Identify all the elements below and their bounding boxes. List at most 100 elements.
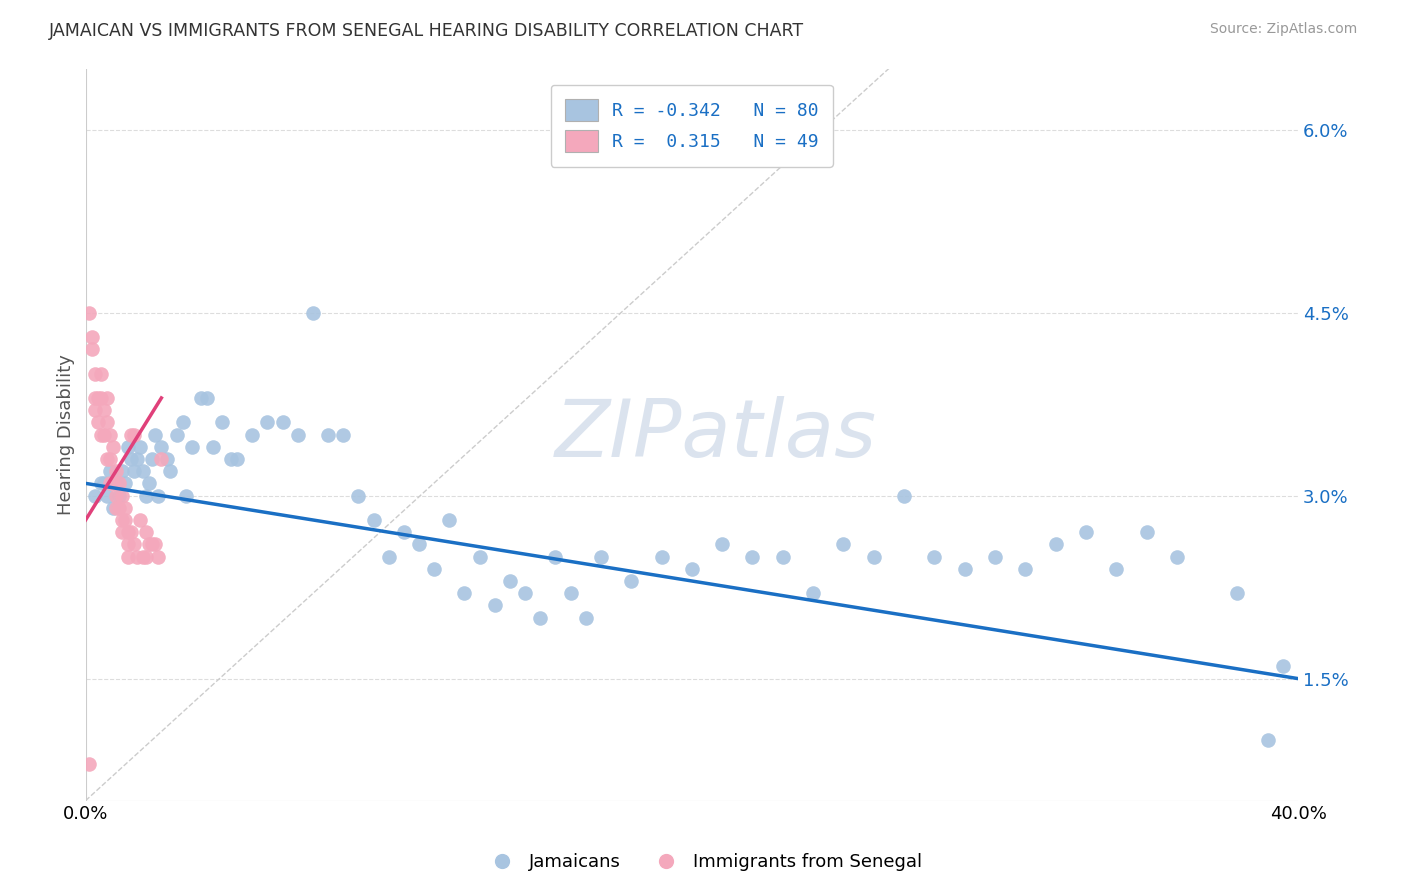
Point	[108, 500, 131, 515]
Point	[711, 537, 734, 551]
Point	[1074, 525, 1097, 540]
Point	[129, 513, 152, 527]
Point	[101, 476, 124, 491]
Point	[156, 452, 179, 467]
Point	[104, 500, 127, 515]
Point	[1271, 659, 1294, 673]
Point	[98, 464, 121, 478]
Point	[83, 403, 105, 417]
Point	[143, 427, 166, 442]
Point	[256, 416, 278, 430]
Point	[347, 489, 370, 503]
Point	[801, 586, 824, 600]
Point	[98, 427, 121, 442]
Point	[499, 574, 522, 588]
Point	[832, 537, 855, 551]
Point	[484, 599, 506, 613]
Point	[560, 586, 582, 600]
Point	[211, 416, 233, 430]
Point	[271, 416, 294, 430]
Point	[120, 427, 142, 442]
Point	[90, 367, 112, 381]
Point	[114, 500, 136, 515]
Legend: Jamaicans, Immigrants from Senegal: Jamaicans, Immigrants from Senegal	[477, 847, 929, 879]
Point	[127, 549, 149, 564]
Point	[93, 403, 115, 417]
Point	[77, 305, 100, 319]
Point	[98, 452, 121, 467]
Point	[148, 549, 170, 564]
Point	[1014, 562, 1036, 576]
Point	[159, 464, 181, 478]
Point	[377, 549, 399, 564]
Point	[80, 342, 103, 356]
Point	[135, 549, 157, 564]
Point	[201, 440, 224, 454]
Point	[1226, 586, 1249, 600]
Point	[111, 513, 134, 527]
Point	[893, 489, 915, 503]
Point	[468, 549, 491, 564]
Point	[101, 440, 124, 454]
Point	[108, 476, 131, 491]
Y-axis label: Hearing Disability: Hearing Disability	[58, 354, 75, 515]
Point	[135, 489, 157, 503]
Point	[302, 305, 325, 319]
Point	[544, 549, 567, 564]
Point	[150, 452, 173, 467]
Point	[332, 427, 354, 442]
Point	[589, 549, 612, 564]
Point	[83, 367, 105, 381]
Point	[117, 525, 139, 540]
Point	[166, 427, 188, 442]
Text: ZIPatlas: ZIPatlas	[555, 395, 877, 474]
Point	[150, 440, 173, 454]
Point	[439, 513, 461, 527]
Point	[924, 549, 946, 564]
Point	[122, 537, 145, 551]
Legend: R = -0.342   N = 80, R =  0.315   N = 49: R = -0.342 N = 80, R = 0.315 N = 49	[551, 85, 834, 167]
Point	[141, 452, 163, 467]
Point	[90, 476, 112, 491]
Point	[127, 452, 149, 467]
Point	[1257, 732, 1279, 747]
Point	[651, 549, 673, 564]
Point	[620, 574, 643, 588]
Point	[226, 452, 249, 467]
Point	[90, 427, 112, 442]
Point	[408, 537, 430, 551]
Point	[287, 427, 309, 442]
Point	[1105, 562, 1128, 576]
Point	[117, 440, 139, 454]
Point	[174, 489, 197, 503]
Text: Source: ZipAtlas.com: Source: ZipAtlas.com	[1209, 22, 1357, 37]
Point	[104, 476, 127, 491]
Point	[93, 427, 115, 442]
Point	[141, 537, 163, 551]
Point	[111, 489, 134, 503]
Point	[111, 525, 134, 540]
Point	[77, 757, 100, 772]
Point	[129, 440, 152, 454]
Point	[114, 513, 136, 527]
Point	[453, 586, 475, 600]
Point	[195, 391, 218, 405]
Point	[83, 391, 105, 405]
Point	[120, 452, 142, 467]
Point	[148, 489, 170, 503]
Point	[681, 562, 703, 576]
Point	[87, 416, 110, 430]
Point	[114, 476, 136, 491]
Point	[135, 525, 157, 540]
Point	[180, 440, 202, 454]
Point	[392, 525, 415, 540]
Point	[98, 476, 121, 491]
Point	[1045, 537, 1067, 551]
Point	[172, 416, 194, 430]
Point	[219, 452, 242, 467]
Point	[190, 391, 212, 405]
Point	[111, 464, 134, 478]
Point	[132, 464, 155, 478]
Text: JAMAICAN VS IMMIGRANTS FROM SENEGAL HEARING DISABILITY CORRELATION CHART: JAMAICAN VS IMMIGRANTS FROM SENEGAL HEAR…	[49, 22, 804, 40]
Point	[96, 416, 118, 430]
